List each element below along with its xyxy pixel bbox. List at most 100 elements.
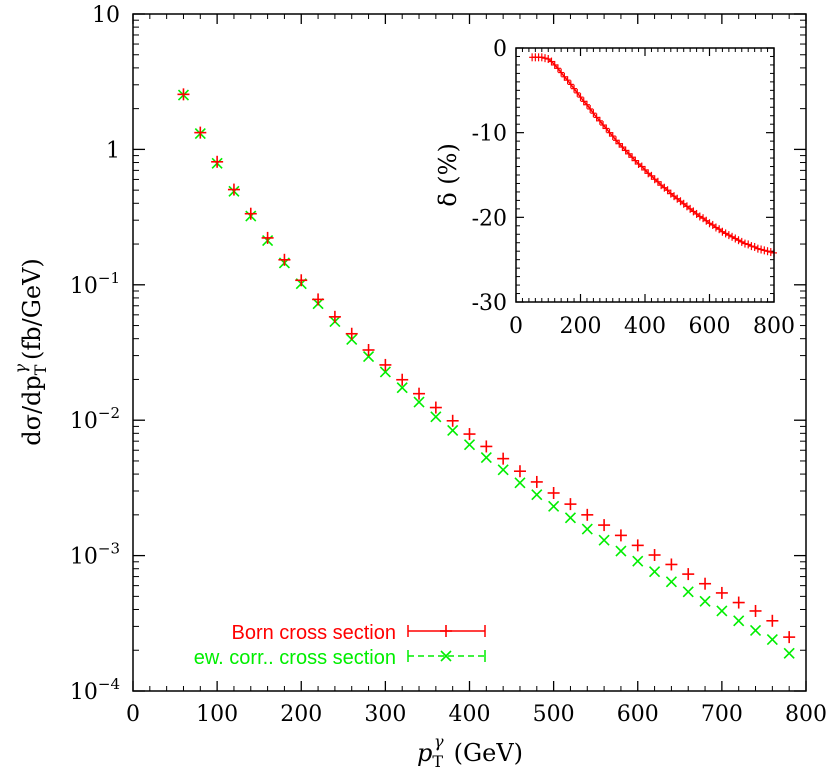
inset-delta-point [683,202,690,211]
main-y-tick-label: 10−3 [70,540,120,570]
born-point [261,231,274,244]
ew-corr-point [649,566,661,578]
ew-corr-point [514,477,526,489]
born-point [648,549,661,562]
born-point [530,475,543,488]
inset-delta-point [548,57,555,66]
born-point [328,310,341,323]
ew-corr-point [783,647,795,659]
born-point [715,586,728,599]
inset-chart: 0 200 400 600 800 0 -10 -20 -30 δ (%) [434,37,795,339]
inset-delta-point [642,165,648,174]
main-y-tick-label: 10 [92,3,120,28]
main-x-tick-label: 0 [126,702,140,727]
inset-delta-point [619,143,626,152]
ew-corr-point [682,586,694,598]
main-y-tick-label-exp: −4 [98,675,120,693]
born-point [732,596,745,609]
inset-delta-point [574,88,581,97]
inset-delta-point [603,124,610,133]
inset-x-tick-label: 400 [624,314,666,339]
main-y-tick-label: 10−1 [70,269,120,299]
main-y-axis-label-sub: T [31,364,50,375]
inset-delta-point [706,219,713,228]
main-x-tick-label: 100 [196,702,238,727]
main-y-tick-label-base: 10 [70,409,98,434]
inset-delta-point [551,60,558,69]
inset-delta-point [687,204,694,213]
inset-delta-point [748,242,755,251]
inset-delta-point [719,227,726,236]
ew-corr-point [699,595,711,607]
ew-corr-point [564,512,577,524]
born-point [312,293,325,306]
ew-corr-point [362,351,375,363]
inset-delta-point [767,248,774,257]
legend-born-marker [440,625,452,637]
ew-corr-point [615,545,627,557]
inset-delta-point [693,209,700,218]
ew-corr-point [749,624,762,637]
born-point [513,465,526,478]
inset-delta-point [571,84,578,93]
main-y-tick-label-exp: −3 [98,540,120,558]
main-x-axis-label-base: p [417,739,432,767]
main-y-tick-label: 10−4 [70,675,120,705]
inset-delta-point [580,97,587,106]
ew-corr-point [480,451,492,464]
inset-delta-point [764,247,771,256]
inset-delta-point [703,216,710,225]
inset-y-tick-label: -20 [472,206,507,231]
born-point [429,401,442,414]
born-point [783,631,796,644]
inset-delta-point [696,212,703,221]
inset-delta-point [716,225,723,234]
born-point [749,604,762,617]
legend-label-born: Born cross section [231,622,396,644]
ew-corr-point [665,576,677,588]
inset-delta-point [671,192,678,201]
inset-delta-point [712,223,719,232]
inset-delta-point [638,162,645,171]
inset-delta-point [542,54,549,63]
inset-delta-point [761,246,768,255]
inset-delta-point [567,80,574,89]
inset-delta-point [722,229,729,238]
inset-y-tick-label: -10 [472,122,507,147]
main-x-tick-label: 400 [449,702,491,727]
main-ticks [132,13,807,692]
inset-delta-point [590,109,597,118]
inset-delta-point [735,236,742,245]
inset-delta-point [554,64,561,73]
inset-delta-point [664,186,671,195]
main-y-tick-label-base: 10 [70,274,98,299]
ew-corr-point [379,366,391,378]
born-point [362,343,375,356]
born-point [699,577,712,590]
inset-delta-point [616,139,623,148]
ew-corr-point [548,500,560,512]
born-point [631,539,644,552]
inset-plot-frame [515,47,775,303]
inset-delta-point [593,113,600,122]
ew-corr-point [396,382,408,394]
inset-delta-point [564,76,571,85]
inset-delta-point [596,116,603,125]
main-points [177,88,796,659]
main-x-tick-label: 200 [280,702,322,727]
ew-corr-point [413,396,425,408]
inset-delta-point [648,171,655,180]
inset-delta-point [612,136,619,145]
inset-delta-point [654,177,661,186]
inset-delta-point [700,214,707,223]
born-point [766,614,779,627]
inset-delta-point [558,68,565,77]
ew-corr-point [531,489,543,501]
main-y-axis-label-unit: (fb/GeV) [18,258,46,360]
inset-delta-point [587,104,594,113]
main-y-tick-label-base: 10 [70,680,98,705]
main-y-tick-label-exp: −1 [98,269,120,287]
ew-corr-point [733,615,745,627]
main-y-tick-label-exp: −2 [98,404,120,422]
inset-delta-line [532,56,775,254]
